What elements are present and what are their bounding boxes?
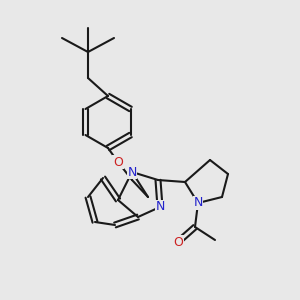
Text: O: O [113,155,123,169]
Text: O: O [173,236,183,248]
Text: N: N [193,196,203,209]
Text: N: N [155,200,165,214]
Text: N: N [127,166,137,178]
